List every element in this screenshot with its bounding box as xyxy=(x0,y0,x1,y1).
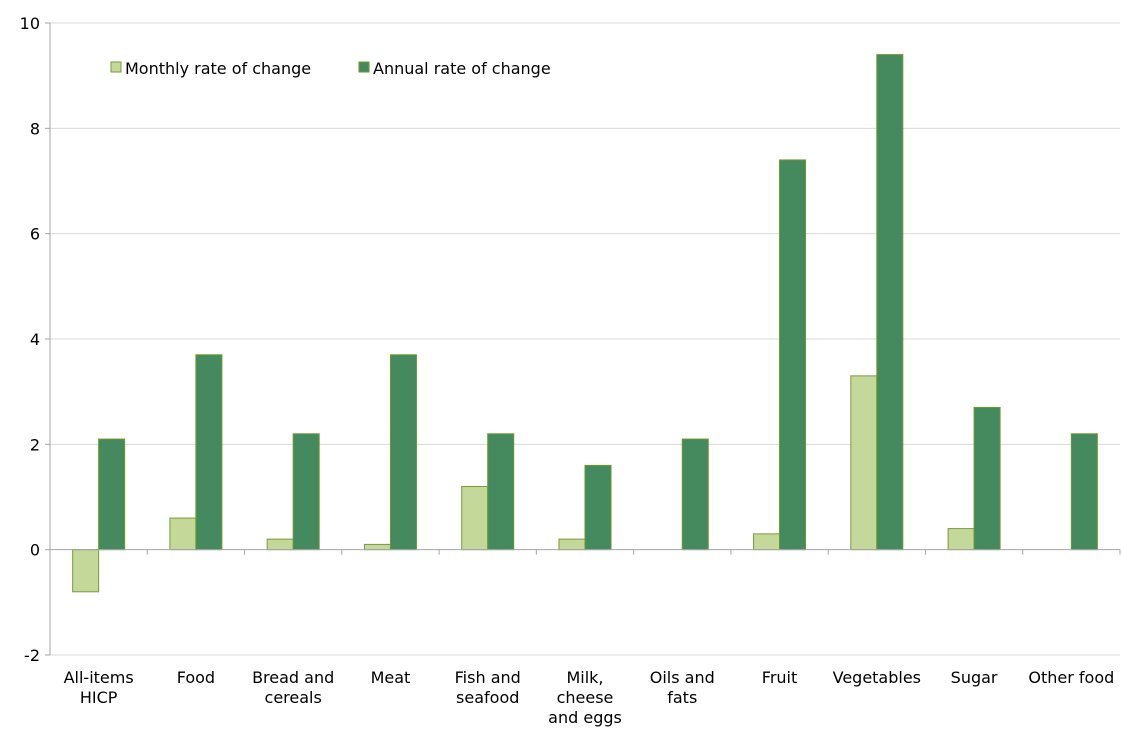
bar-monthly xyxy=(947,528,975,551)
category-label: cereals xyxy=(265,688,322,707)
bar-annual xyxy=(973,406,1001,551)
gridlines xyxy=(50,22,1120,656)
category-label: Oils and xyxy=(650,668,715,687)
legend-label-annual: Annual rate of change xyxy=(373,59,551,78)
category-label: Fish and xyxy=(455,668,521,687)
bar-monthly xyxy=(266,538,294,551)
y-tick-label: 10 xyxy=(20,14,40,33)
bar-annual xyxy=(292,433,320,551)
y-axis-ticks: -2 0 2 4 6 8 10 xyxy=(20,14,40,665)
category-label: Food xyxy=(177,668,215,687)
bar-annual xyxy=(876,54,904,551)
category-label: Milk, xyxy=(566,668,603,687)
y-tick-label: 2 xyxy=(30,435,40,454)
bar-annual xyxy=(389,354,417,551)
axes xyxy=(45,22,1121,656)
legend: Monthly rate of change Annual rate of cha… xyxy=(110,59,551,78)
bar-monthly xyxy=(558,538,586,551)
bar-annual xyxy=(195,354,223,551)
legend-swatch-monthly xyxy=(110,61,122,73)
y-tick-label: 6 xyxy=(30,225,40,244)
category-label: fats xyxy=(667,688,697,707)
category-label: Sugar xyxy=(951,668,998,687)
bar-annual xyxy=(681,438,709,551)
bar-monthly xyxy=(753,533,781,551)
bar-monthly xyxy=(363,543,391,551)
bar-annual xyxy=(487,433,515,551)
category-label: and eggs xyxy=(548,708,622,727)
bar-monthly xyxy=(850,375,878,551)
category-label: HICP xyxy=(80,688,118,707)
bar-annual xyxy=(584,464,612,551)
category-label: cheese xyxy=(557,688,614,707)
y-tick-label: 8 xyxy=(30,119,40,138)
category-label: Fruit xyxy=(762,668,797,687)
y-tick-label: 4 xyxy=(30,330,40,349)
bar-monthly xyxy=(169,517,197,551)
legend-label-monthly: Monthly rate of change xyxy=(125,59,311,78)
bar-annual xyxy=(1070,433,1098,551)
y-tick-label: 0 xyxy=(30,541,40,560)
category-label: seafood xyxy=(456,688,519,707)
bar-annual xyxy=(98,438,126,551)
legend-swatch-annual xyxy=(358,61,370,73)
bars xyxy=(72,54,1098,593)
category-label: Meat xyxy=(371,668,411,687)
bar-monthly xyxy=(72,549,100,593)
category-label: Vegetables xyxy=(833,668,921,687)
category-label: Bread and xyxy=(252,668,334,687)
category-label: All-items xyxy=(64,668,134,687)
bar-monthly xyxy=(461,485,489,551)
bar-annual xyxy=(779,159,807,551)
category-label: Other food xyxy=(1028,668,1114,687)
y-tick-label: -2 xyxy=(24,646,40,665)
